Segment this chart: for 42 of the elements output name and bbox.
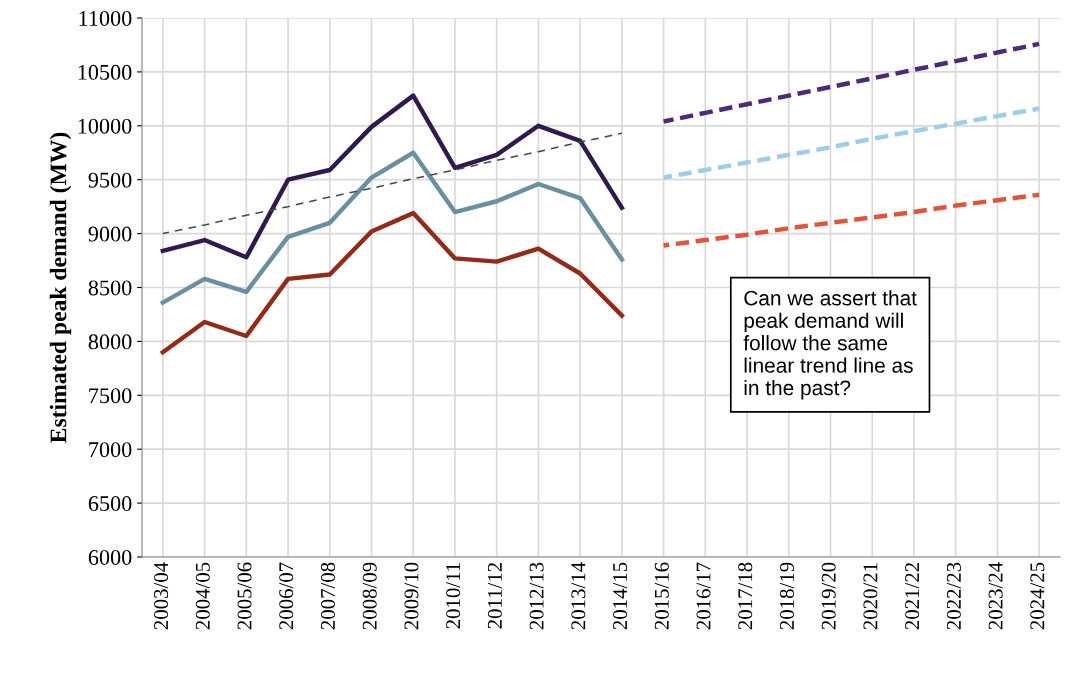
y-tick-label: 10000 [78,118,132,134]
y-tick-label: 11000 [79,10,132,26]
x-tick-label: 2024/25 [1030,562,1045,630]
x-tick-label: 2004/05 [195,562,210,630]
line-series [160,210,625,355]
x-tick-label: 2009/10 [404,562,419,630]
line-series [661,41,1042,124]
y-tick-label: 6500 [88,496,132,512]
y-tick-label: 7000 [89,442,132,458]
line-series [162,132,623,235]
x-tick-label: 2003/04 [154,562,169,630]
x-tick-label: 2006/07 [279,562,294,630]
x-tick-label: 2015/16 [654,562,669,630]
line-series [661,192,1042,248]
line-series [661,106,1042,180]
y-tick-label: 9000 [88,226,132,242]
x-tick-label: 2008/09 [362,562,377,630]
x-tick-label: 2010/11 [446,563,461,629]
x-tick-label: 2014/15 [613,562,628,630]
x-tick-label: 2013/14 [571,562,586,630]
x-tick-label: 2005/06 [237,562,252,630]
x-tick-label: 2016/17 [696,562,711,630]
x-tick-label: 2018/19 [779,562,794,630]
y-tick-label: 6000 [88,549,132,565]
y-tick-label: 7500 [89,388,132,404]
y-tick-label: 9500 [88,172,132,188]
x-tick-label: 2007/08 [320,562,335,630]
x-tick-label: 2020/21 [863,563,878,630]
x-tick-label: 2011/12 [487,563,502,629]
x-tick-label: 2021/22 [905,563,920,630]
line-series [160,150,625,305]
y-tick-label: 10500 [78,64,132,80]
y-tick-label: 8000 [88,334,132,350]
y-axis-title: Estimated peak demand (MW) [49,132,72,443]
annotation: Can we assert that peak demand will follow the same linear trend line as in the past? [743,290,917,400]
line-series [160,93,625,260]
x-tick-label: 2017/18 [738,562,753,630]
x-tick-label: 2019/20 [821,562,836,630]
x-tick-label: 2023/24 [988,562,1003,630]
y-tick-label: 8500 [88,280,132,296]
x-tick-label: 2012/13 [529,562,544,630]
x-tick-label: 2022/23 [946,562,961,630]
